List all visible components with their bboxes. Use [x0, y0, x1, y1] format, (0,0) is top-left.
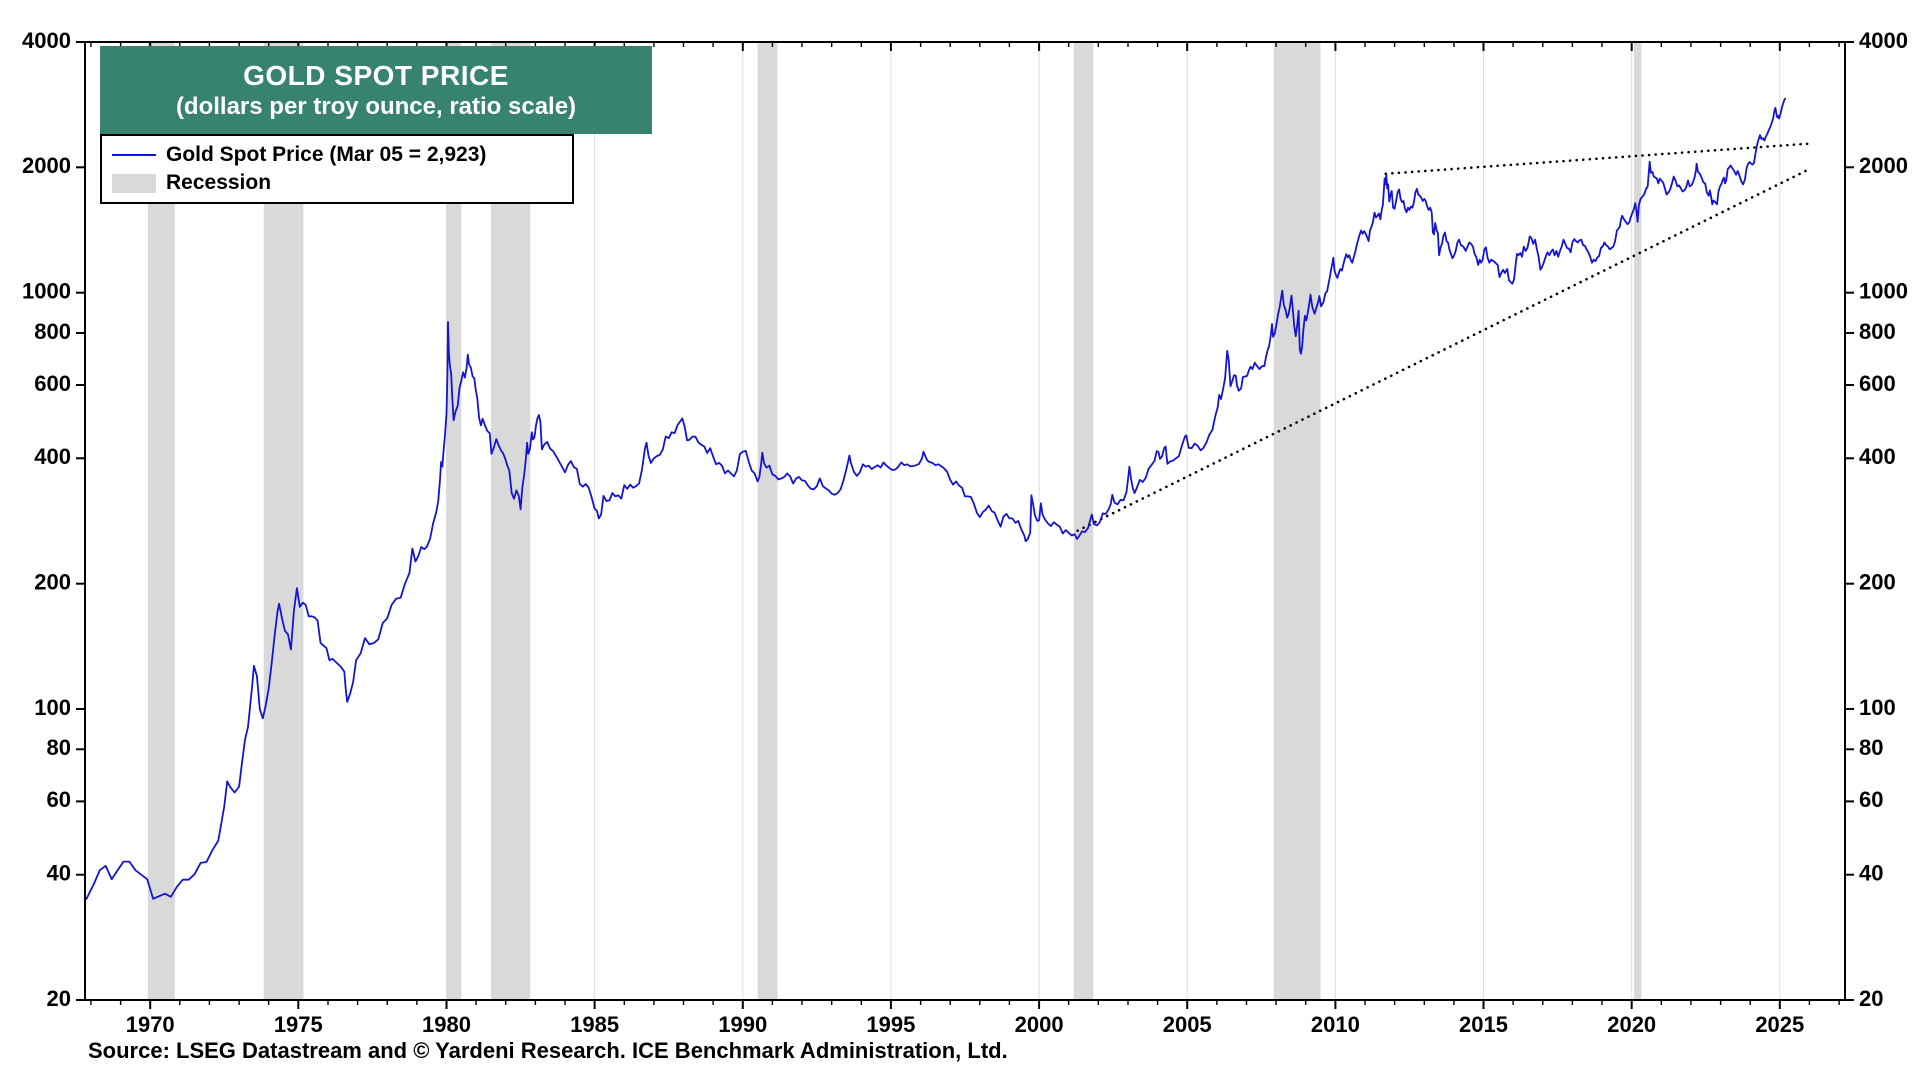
y-tick-label-right: 4000: [1859, 28, 1908, 53]
chart-title-box: GOLD SPOT PRICE (dollars per troy ounce,…: [100, 46, 652, 134]
recession-band: [757, 42, 778, 1000]
y-tick-label-left: 60: [47, 787, 71, 812]
legend-item-recession: Recession: [112, 169, 562, 197]
source-attribution: Source: LSEG Datastream and © Yardeni Re…: [88, 1038, 1008, 1063]
y-tick-label-right: 600: [1859, 371, 1896, 396]
chart-subtitle: (dollars per troy ounce, ratio scale): [175, 93, 577, 121]
x-tick-label: 2000: [1015, 1012, 1064, 1037]
y-tick-label-left: 40: [47, 861, 71, 886]
x-tick-label: 1975: [274, 1012, 323, 1037]
y-tick-label-right: 200: [1859, 570, 1896, 595]
x-tick-label: 1990: [718, 1012, 767, 1037]
x-tick-label: 1995: [866, 1012, 915, 1037]
x-tick-label: 1985: [570, 1012, 619, 1037]
recession-band: [446, 42, 462, 1000]
recession-band: [1073, 42, 1094, 1000]
recession-swatch: [112, 173, 156, 193]
x-tick-label: 2025: [1755, 1012, 1804, 1037]
y-tick-label-right: 1000: [1859, 279, 1908, 304]
y-tick-label-left: 800: [34, 319, 71, 344]
y-tick-label-right: 100: [1859, 695, 1896, 720]
y-tick-label-right: 20: [1859, 986, 1883, 1011]
recession-band: [1273, 42, 1321, 1000]
plot-border: [84, 41, 1846, 1001]
legend-label-recession: Recession: [166, 171, 272, 194]
y-tick-label-left: 200: [34, 570, 71, 595]
x-tick-label: 2005: [1163, 1012, 1212, 1037]
y-tick-label-right: 60: [1859, 787, 1883, 812]
x-tick-label: 2020: [1607, 1012, 1656, 1037]
x-tick-label: 2015: [1459, 1012, 1508, 1037]
y-tick-label-left: 20: [47, 986, 71, 1011]
y-tick-label-right: 2000: [1859, 153, 1908, 178]
y-tick-label-left: 1000: [22, 279, 71, 304]
y-tick-label-right: 80: [1859, 735, 1883, 760]
y-tick-label-left: 400: [34, 444, 71, 469]
trendline: [1076, 167, 1811, 533]
recession-band: [1634, 42, 1642, 1000]
x-tick-label: 1970: [126, 1012, 175, 1037]
y-tick-label-left: 100: [34, 695, 71, 720]
y-tick-label-right: 800: [1859, 319, 1896, 344]
legend-label-gold: Gold Spot Price (Mar 05 = 2,923): [166, 143, 487, 166]
x-tick-label: 2010: [1311, 1012, 1360, 1037]
y-tick-label-left: 2000: [22, 153, 71, 178]
gold-line-swatch: [112, 154, 156, 156]
gold-price-line: [85, 97, 1786, 900]
y-tick-label-left: 80: [47, 735, 71, 760]
y-tick-label-left: 4000: [22, 28, 71, 53]
y-tick-label-right: 40: [1859, 861, 1883, 886]
x-tick-label: 1980: [422, 1012, 471, 1037]
trendline: [1384, 142, 1811, 176]
y-tick-label-left: 600: [34, 371, 71, 396]
chart-title: GOLD SPOT PRICE: [243, 60, 509, 92]
legend: Gold Spot Price (Mar 05 = 2,923) Recessi…: [100, 134, 574, 204]
legend-item-gold: Gold Spot Price (Mar 05 = 2,923): [112, 141, 562, 169]
y-tick-label-right: 400: [1859, 444, 1896, 469]
